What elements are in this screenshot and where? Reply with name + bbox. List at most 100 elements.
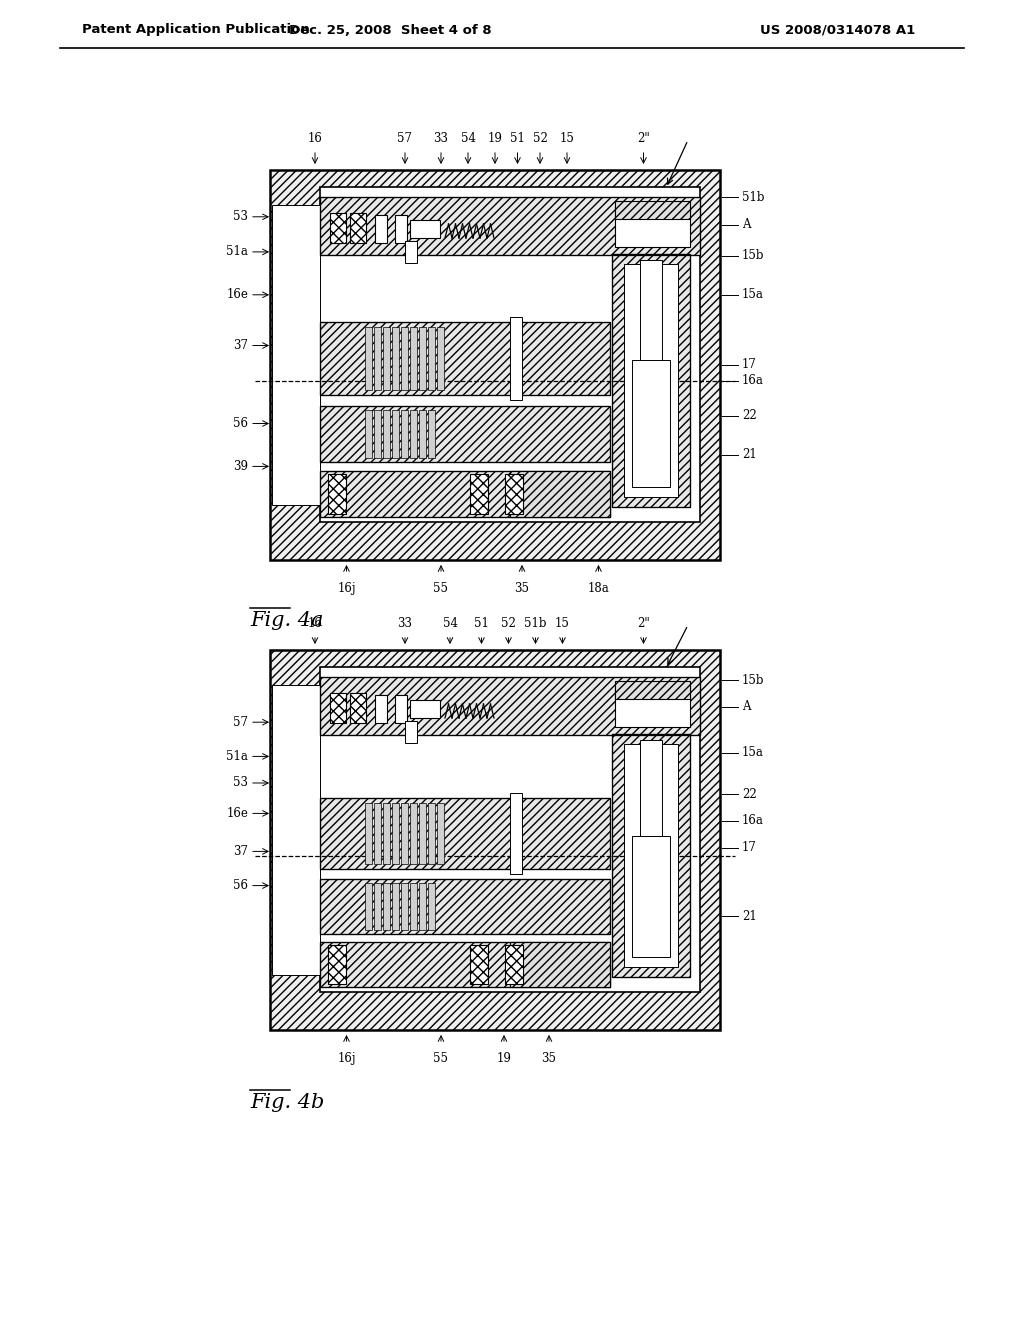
Bar	[624, 264, 678, 498]
Bar	[319, 197, 700, 255]
Text: 22: 22	[742, 409, 757, 422]
Bar	[319, 197, 700, 255]
Bar	[374, 883, 381, 931]
Text: A: A	[742, 218, 751, 231]
Bar	[319, 942, 610, 987]
Bar	[470, 474, 488, 513]
Text: 39: 39	[233, 459, 248, 473]
Bar	[383, 327, 390, 389]
Text: 53: 53	[233, 776, 248, 789]
Text: Fig. 4b: Fig. 4b	[250, 1093, 325, 1111]
Bar	[328, 945, 346, 983]
Bar	[510, 942, 610, 987]
Text: US 2008/0314078 A1: US 2008/0314078 A1	[760, 24, 915, 37]
Bar	[330, 693, 346, 723]
Bar	[330, 213, 346, 243]
Bar	[612, 734, 690, 977]
Text: 16: 16	[307, 616, 323, 630]
Bar	[640, 741, 662, 836]
Bar	[350, 213, 366, 243]
Bar	[319, 667, 700, 993]
Text: 19: 19	[497, 1052, 511, 1065]
Bar	[319, 322, 610, 395]
Text: A: A	[742, 701, 751, 714]
Bar	[319, 942, 610, 987]
Bar	[510, 793, 522, 874]
Bar	[406, 242, 417, 263]
Bar	[510, 471, 610, 517]
Text: 54: 54	[442, 616, 458, 630]
Text: 51b: 51b	[742, 191, 765, 203]
Bar	[410, 803, 417, 865]
Text: 56: 56	[233, 417, 248, 430]
Text: 37: 37	[233, 845, 248, 858]
Text: 16a: 16a	[742, 374, 764, 387]
Bar	[383, 803, 390, 865]
Text: 35: 35	[514, 582, 529, 595]
Bar	[410, 327, 417, 389]
Text: 55: 55	[433, 582, 449, 595]
Bar	[640, 260, 662, 360]
Text: 51: 51	[510, 132, 525, 145]
Bar	[319, 677, 700, 735]
Text: 53: 53	[233, 210, 248, 223]
Bar	[612, 253, 690, 507]
Bar	[270, 649, 720, 1030]
Bar	[401, 327, 408, 389]
Bar	[319, 187, 700, 521]
Text: 17: 17	[742, 841, 757, 854]
Bar	[612, 734, 690, 977]
Text: 16e: 16e	[226, 288, 248, 301]
Bar	[615, 205, 690, 247]
Text: 52: 52	[532, 132, 548, 145]
Bar	[374, 327, 381, 389]
Text: 57: 57	[233, 715, 248, 729]
Bar	[383, 411, 390, 458]
Text: 35: 35	[542, 1052, 556, 1065]
Bar	[437, 803, 444, 865]
Bar	[319, 677, 700, 735]
Bar	[410, 411, 417, 458]
Bar	[505, 474, 523, 513]
Text: 2": 2"	[637, 132, 650, 145]
Bar	[624, 744, 678, 968]
Bar	[428, 411, 435, 458]
Bar	[272, 685, 319, 975]
Bar	[319, 471, 610, 517]
Bar	[319, 799, 610, 869]
Bar	[383, 883, 390, 931]
Text: 19: 19	[487, 132, 503, 145]
Text: Fig. 4a: Fig. 4a	[250, 610, 324, 630]
Bar	[410, 700, 440, 718]
Bar	[272, 205, 319, 506]
Bar	[392, 883, 399, 931]
Bar	[375, 696, 387, 723]
Text: 2": 2"	[637, 616, 650, 630]
Text: 18a: 18a	[588, 582, 609, 595]
Bar	[365, 803, 372, 865]
Bar	[395, 696, 407, 723]
Bar	[319, 879, 610, 935]
Text: 16a: 16a	[742, 814, 764, 828]
Bar	[374, 803, 381, 865]
Bar	[470, 945, 488, 983]
Text: 55: 55	[433, 1052, 449, 1065]
Bar	[410, 883, 417, 931]
Bar	[392, 411, 399, 458]
Text: 51a: 51a	[226, 750, 248, 763]
Bar	[270, 170, 720, 560]
Bar	[392, 803, 399, 865]
Text: 51b: 51b	[524, 616, 547, 630]
Text: 22: 22	[742, 788, 757, 801]
Bar	[319, 471, 610, 517]
Bar	[406, 721, 417, 743]
Bar	[428, 883, 435, 931]
Bar	[410, 220, 440, 238]
Bar	[632, 836, 670, 957]
Bar	[615, 681, 690, 700]
Text: 16: 16	[307, 132, 323, 145]
Text: 16e: 16e	[226, 807, 248, 820]
Bar	[437, 327, 444, 389]
Text: 15: 15	[559, 132, 574, 145]
Text: 51: 51	[474, 616, 488, 630]
